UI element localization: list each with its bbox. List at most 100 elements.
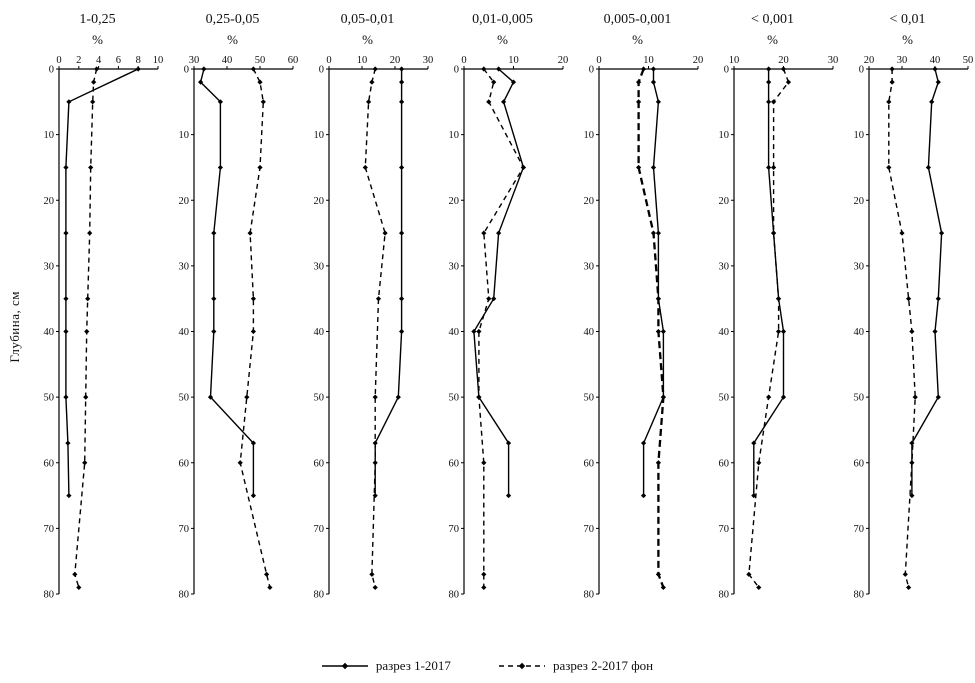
x-tick-label: 50 bbox=[962, 55, 973, 66]
data-point-marker bbox=[635, 99, 641, 105]
y-tick-label: 10 bbox=[313, 130, 324, 141]
y-tick-label: 80 bbox=[178, 590, 189, 601]
data-point-marker bbox=[650, 230, 656, 236]
y-tick-label: 70 bbox=[313, 524, 324, 535]
panel-xlabel: % bbox=[632, 32, 643, 47]
data-point-marker bbox=[71, 571, 77, 577]
y-tick-label: 60 bbox=[313, 458, 324, 469]
data-point-marker bbox=[765, 99, 771, 105]
series-line-solid bbox=[373, 69, 402, 496]
data-point-marker bbox=[500, 99, 506, 105]
data-point-marker bbox=[485, 99, 491, 105]
y-tick-label: 20 bbox=[853, 196, 864, 207]
legend-label-series2: разрез 2-2017 фон bbox=[552, 658, 654, 673]
panel-xlabel: % bbox=[767, 32, 778, 47]
x-tick-label: 50 bbox=[254, 55, 265, 66]
y-tick-label: 80 bbox=[448, 590, 459, 601]
y-tick-label: 40 bbox=[583, 327, 594, 338]
data-point-marker bbox=[780, 394, 786, 400]
y-tick-label: 40 bbox=[178, 327, 189, 338]
y-tick-label: 20 bbox=[178, 196, 189, 207]
x-tick-label: 0 bbox=[56, 55, 61, 66]
data-point-marker bbox=[475, 328, 481, 335]
data-point-marker bbox=[83, 328, 89, 335]
y-axis-title: Глубина, см bbox=[7, 290, 22, 363]
data-point-marker bbox=[210, 328, 216, 335]
x-tick-label: 0 bbox=[461, 55, 466, 66]
x-tick-label: 0 bbox=[596, 55, 601, 66]
y-tick-label: 0 bbox=[48, 65, 53, 76]
data-point-marker bbox=[780, 328, 786, 335]
x-tick-label: 30 bbox=[896, 55, 907, 66]
y-tick-label: 30 bbox=[583, 261, 594, 272]
y-tick-label: 70 bbox=[853, 524, 864, 535]
data-point-marker bbox=[905, 296, 911, 302]
y-tick-label: 20 bbox=[583, 196, 594, 207]
data-point-marker bbox=[62, 230, 69, 236]
x-tick-label: 10 bbox=[356, 55, 367, 66]
depth-profile-chart: 20 30 40 50 0 10 20 30 40 50 60 70 80 bbox=[853, 55, 973, 601]
data-point-marker bbox=[650, 79, 656, 85]
legend-item-series2: разрез 2-2017 фон bbox=[498, 658, 654, 674]
data-point-marker bbox=[755, 584, 761, 591]
y-tick-label: 70 bbox=[448, 524, 459, 535]
data-point-marker bbox=[928, 99, 934, 105]
y-tick-label: 40 bbox=[43, 327, 54, 338]
x-tick-label: 30 bbox=[827, 55, 838, 66]
data-point-marker bbox=[89, 99, 95, 105]
panel-xlabel: % bbox=[902, 32, 913, 47]
legend-label-series1: разрез 1-2017 bbox=[375, 658, 451, 673]
y-tick-label: 10 bbox=[583, 130, 594, 141]
panel-xlabel: % bbox=[92, 32, 103, 47]
data-point-marker bbox=[885, 164, 891, 171]
y-tick-label: 20 bbox=[448, 196, 459, 207]
series-line-solid bbox=[642, 69, 664, 496]
data-point-marker bbox=[368, 79, 374, 85]
y-tick-label: 0 bbox=[183, 65, 188, 76]
series-line-solid bbox=[64, 68, 138, 496]
y-tick-label: 50 bbox=[853, 393, 864, 404]
data-point-marker bbox=[260, 99, 266, 105]
data-point-marker bbox=[640, 440, 646, 446]
y-tick-label: 30 bbox=[313, 261, 324, 272]
data-point-marker bbox=[398, 328, 404, 335]
data-point-marker bbox=[660, 394, 666, 400]
x-tick-label: 10 bbox=[152, 55, 163, 66]
y-tick-label: 50 bbox=[313, 393, 324, 404]
data-point-marker bbox=[755, 460, 761, 466]
y-tick-label: 70 bbox=[178, 524, 189, 535]
data-point-marker bbox=[86, 230, 92, 236]
data-point-marker bbox=[398, 99, 404, 105]
chart-panels: 1-0,25 % 0 2 4 6 8 10 0 10 20 30 40 50 60 70 80 0,25-0… bbox=[30, 4, 975, 649]
x-tick-label: 20 bbox=[778, 55, 789, 66]
data-point-marker bbox=[250, 296, 256, 302]
panel-title: 0,01-0,005 bbox=[472, 12, 533, 27]
data-point-marker bbox=[372, 460, 378, 466]
data-point-marker bbox=[770, 164, 776, 171]
data-point-marker bbox=[62, 328, 69, 335]
data-point-marker bbox=[765, 79, 771, 85]
data-point-marker bbox=[650, 66, 656, 72]
y-tick-label: 80 bbox=[43, 590, 54, 601]
series-line-solid bbox=[752, 69, 784, 496]
data-point-marker bbox=[938, 230, 944, 236]
chart-panel-001-0005: 0,01-0,005 % 0 10 20 0 10 20 30 40 50 60 70 80 bbox=[435, 4, 570, 649]
data-point-marker bbox=[247, 230, 253, 236]
panel-xlabel: % bbox=[227, 32, 238, 47]
data-point-marker bbox=[217, 164, 223, 171]
data-point-marker bbox=[931, 66, 938, 72]
legend: разрез 1-2017 разрез 2-2017 фон bbox=[0, 649, 975, 683]
data-point-marker bbox=[84, 296, 90, 302]
solid-line-sample-icon bbox=[321, 662, 368, 670]
data-point-marker bbox=[480, 230, 486, 236]
data-point-marker bbox=[395, 394, 401, 400]
data-point-marker bbox=[765, 394, 771, 400]
y-tick-label: 50 bbox=[178, 393, 189, 404]
data-point-marker bbox=[398, 66, 404, 72]
data-point-marker bbox=[655, 296, 661, 302]
y-tick-label: 60 bbox=[853, 458, 864, 469]
data-point-marker bbox=[780, 66, 786, 72]
y-tick-label: 80 bbox=[583, 590, 594, 601]
data-point-marker bbox=[65, 99, 71, 105]
data-point-marker bbox=[889, 66, 895, 72]
